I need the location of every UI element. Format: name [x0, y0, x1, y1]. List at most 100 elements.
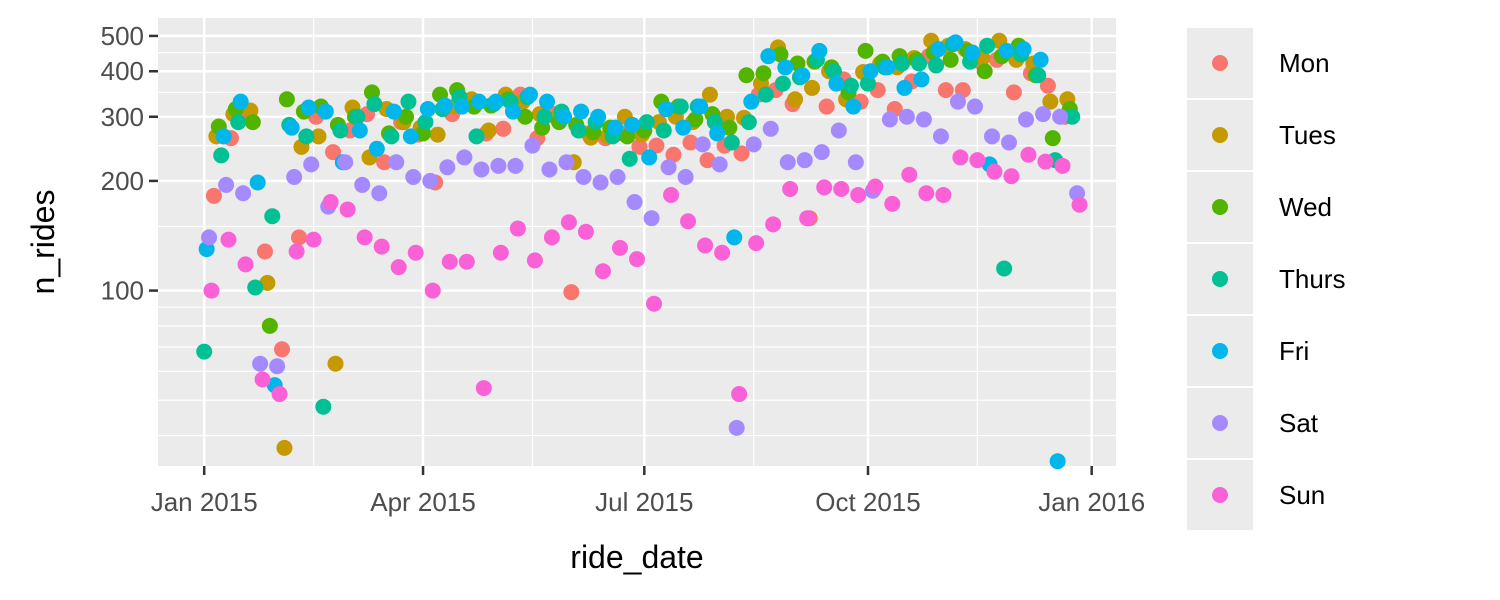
data-point-fri — [913, 71, 930, 88]
data-point-fri — [453, 98, 470, 115]
data-point-wed — [772, 46, 789, 63]
data-point-sat — [235, 185, 252, 202]
data-point-thurs — [536, 108, 553, 125]
data-point-sun — [816, 179, 833, 196]
data-point-sat — [898, 108, 915, 125]
data-point-sat — [252, 355, 269, 372]
data-point-thurs — [859, 75, 876, 92]
data-point-sun — [220, 231, 237, 248]
data-point-sun — [288, 243, 305, 260]
data-point-fri — [283, 119, 300, 136]
legend-label-wed: Wed — [1279, 192, 1332, 222]
data-point-sat — [966, 98, 983, 115]
data-point-sat — [541, 161, 558, 178]
data-point-mon — [733, 145, 750, 162]
data-point-sun — [748, 235, 765, 252]
data-point-thurs — [213, 147, 230, 164]
data-point-sun — [1020, 146, 1037, 163]
data-point-sun — [680, 213, 697, 230]
data-point-fri — [402, 128, 419, 145]
data-point-mon — [648, 137, 665, 154]
data-point-sat — [949, 93, 966, 110]
data-point-sat — [796, 152, 813, 169]
data-point-wed — [244, 114, 261, 131]
data-point-sat — [915, 111, 932, 128]
data-point-sun — [543, 229, 560, 246]
data-point-sat — [983, 128, 1000, 145]
data-point-thurs — [894, 55, 911, 72]
data-point-sun — [509, 220, 526, 237]
data-point-fri — [487, 93, 504, 110]
data-point-sat — [456, 149, 473, 166]
legend-label-sat: Sat — [1279, 408, 1319, 438]
data-point-thurs — [638, 114, 655, 131]
data-point-sat — [558, 154, 575, 171]
data-point-thurs — [842, 77, 859, 94]
data-point-sun — [1054, 157, 1071, 174]
data-point-fri — [726, 229, 743, 246]
data-point-tues — [259, 274, 276, 291]
data-point-sun — [1037, 153, 1054, 170]
data-point-sun — [714, 244, 731, 261]
data-point-mon — [376, 154, 393, 171]
data-point-wed — [1044, 130, 1061, 147]
data-point-sat — [1018, 111, 1035, 128]
data-point-sat — [405, 169, 422, 186]
y-tick-label: 100 — [101, 276, 144, 306]
data-point-sat — [677, 169, 694, 186]
x-tick-label: Oct 2015 — [815, 487, 921, 517]
data-point-sat — [626, 194, 643, 211]
data-point-thurs — [349, 108, 366, 125]
data-point-thurs — [417, 114, 434, 131]
data-point-wed — [721, 119, 738, 136]
data-point-fri — [709, 125, 726, 142]
data-point-thurs — [332, 122, 349, 139]
data-point-sat — [1001, 134, 1018, 151]
data-point-wed — [857, 42, 874, 59]
data-point-sat — [269, 358, 286, 375]
data-point-thurs — [264, 208, 281, 225]
data-point-thurs — [1030, 67, 1047, 84]
data-point-thurs — [928, 57, 945, 74]
data-point-sun — [901, 166, 918, 183]
data-point-sun — [611, 239, 628, 256]
data-point-wed — [738, 67, 755, 84]
data-point-wed — [755, 65, 772, 82]
y-tick-label: 500 — [101, 21, 144, 51]
data-point-fri — [522, 86, 539, 103]
data-point-sat — [813, 144, 830, 161]
data-point-mon — [1039, 77, 1056, 94]
data-point-tues — [429, 126, 446, 143]
legend-marker-tues — [1212, 127, 1228, 143]
data-point-sat — [592, 174, 609, 191]
data-point-sun — [594, 263, 611, 280]
data-point-sun — [424, 282, 441, 299]
data-point-fri — [879, 59, 896, 76]
data-point-fri — [1015, 41, 1032, 58]
data-point-tues — [804, 79, 821, 96]
x-tick-label: Jan 2016 — [1038, 487, 1145, 517]
data-point-sat — [473, 161, 490, 178]
data-point-sun — [850, 186, 867, 203]
data-point-sun — [373, 238, 390, 255]
data-point-fri — [743, 93, 760, 110]
data-point-sat — [422, 172, 439, 189]
y-axis: 100 200 300 400 500 — [101, 21, 158, 306]
x-tick-label: Jan 2015 — [151, 487, 258, 517]
data-point-mon — [256, 243, 273, 260]
data-point-fri — [368, 140, 385, 157]
legend-marker-mon — [1212, 55, 1228, 71]
data-point-sat — [337, 154, 354, 171]
data-point-sun — [782, 181, 799, 198]
data-point-fri — [539, 93, 556, 110]
data-point-thurs — [911, 55, 928, 72]
data-point-wed — [976, 63, 993, 80]
data-point-sun — [526, 252, 543, 269]
data-point-mon — [274, 341, 291, 358]
data-point-mon — [563, 284, 580, 301]
data-point-fri — [964, 44, 981, 61]
data-point-fri — [675, 119, 692, 136]
data-point-fri — [215, 128, 232, 145]
data-point-sat — [660, 159, 677, 176]
data-point-sat — [830, 122, 847, 139]
